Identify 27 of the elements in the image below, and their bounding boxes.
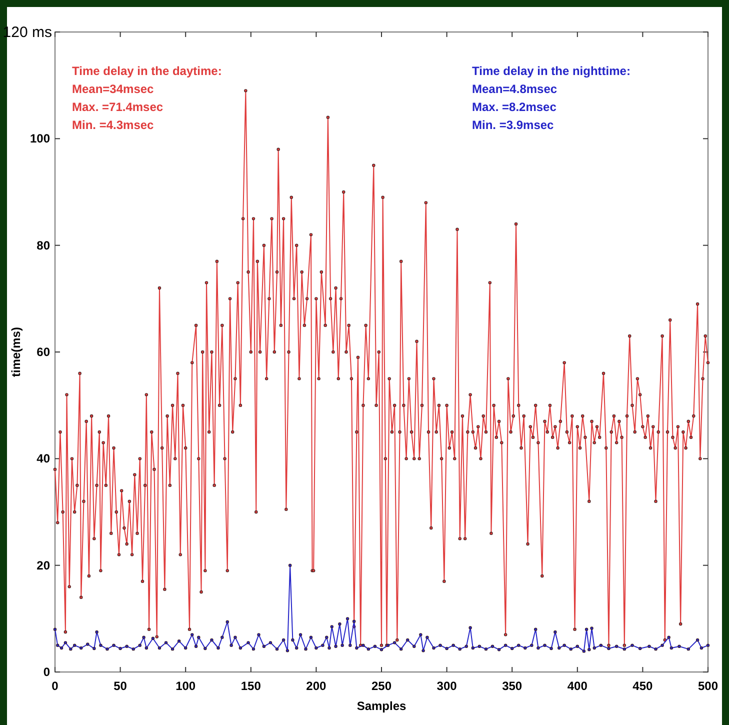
y-tick-label: 80 (36, 238, 50, 252)
annotation: Time delay in the nighttime: (472, 64, 630, 78)
y-tick-label: 0 (43, 665, 50, 679)
y-tick-label: 100 (30, 132, 50, 146)
y-tick-label: 20 (36, 558, 50, 572)
x-tick-label: 200 (306, 679, 327, 693)
x-tick-label: 0 (52, 679, 59, 693)
x-tick-label: 100 (176, 679, 196, 693)
annotation: Mean=4.8msec (472, 82, 558, 96)
y-tick-label: 60 (36, 345, 50, 359)
x-tick-label: 400 (567, 679, 588, 693)
x-tick-label: 500 (698, 679, 718, 693)
annotation: Min. =4.3msec (72, 118, 154, 132)
x-tick-label: 350 (502, 679, 522, 693)
annotation: Min. =3.9msec (472, 118, 554, 132)
x-tick-label: 150 (240, 679, 262, 693)
x-axis-title: Samples (356, 699, 407, 713)
annotation: Mean=34msec (72, 82, 154, 96)
annotation: Time delay in the daytime: (72, 64, 222, 78)
y-axis-title: time(ms) (9, 326, 23, 378)
x-tick-label: 50 (114, 679, 128, 693)
y-tick-label: 40 (36, 452, 50, 466)
annotation: Max. =8.2msec (472, 100, 557, 114)
x-tick-label: 250 (371, 679, 392, 693)
annotation: Max. =71.4msec (72, 100, 164, 114)
x-tick-label: 300 (436, 679, 458, 693)
x-tick-label: 450 (632, 679, 654, 693)
